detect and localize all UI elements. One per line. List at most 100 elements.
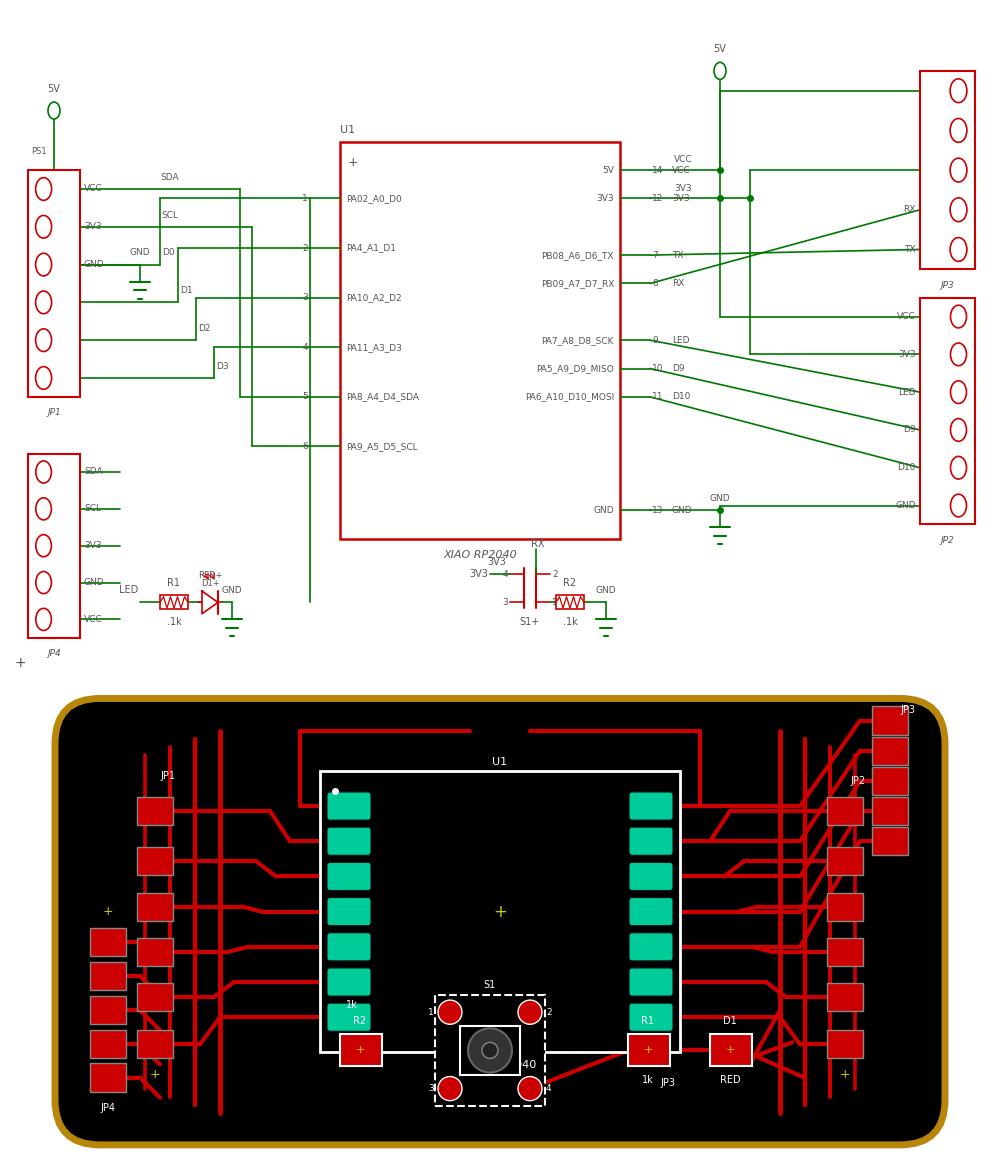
Circle shape [36, 254, 52, 276]
Text: 3V3: 3V3 [487, 557, 506, 566]
Text: SCL: SCL [84, 505, 101, 513]
FancyBboxPatch shape [327, 933, 371, 961]
Text: PA11_A3_D3: PA11_A3_D3 [346, 343, 402, 351]
Text: D10: D10 [672, 392, 690, 401]
Bar [137, 1030, 173, 1058]
Text: 1: 1 [552, 598, 558, 607]
Text: S1: S1 [484, 980, 496, 990]
Circle shape [468, 1028, 512, 1072]
Text: PB08_A6_D6_TX: PB08_A6_D6_TX [542, 251, 614, 259]
Text: 3V3: 3V3 [672, 194, 690, 202]
Text: 5: 5 [302, 392, 308, 401]
Bar [90, 996, 126, 1025]
Circle shape [482, 1042, 498, 1058]
Bar [628, 1034, 670, 1066]
FancyBboxPatch shape [629, 933, 673, 961]
Text: 5V: 5V [714, 44, 726, 53]
Text: JP4: JP4 [47, 649, 61, 658]
Text: 3: 3 [41, 298, 46, 307]
Bar [920, 298, 975, 525]
FancyBboxPatch shape [629, 968, 673, 996]
Bar [872, 736, 908, 765]
Circle shape [950, 198, 967, 222]
Text: 2: 2 [41, 578, 46, 587]
Circle shape [36, 461, 51, 483]
Text: 5: 5 [41, 222, 46, 231]
Bar [160, 595, 188, 609]
Bar [137, 983, 173, 1011]
Bar [90, 1063, 126, 1092]
Text: 2: 2 [956, 206, 961, 214]
Text: S1+: S1+ [520, 616, 540, 627]
Bar [28, 454, 80, 637]
Bar [90, 928, 126, 956]
Text: 2: 2 [41, 336, 46, 344]
Bar [137, 797, 173, 826]
Text: GND: GND [672, 506, 693, 515]
Text: 4: 4 [41, 261, 46, 269]
Text: 3: 3 [502, 598, 508, 607]
Bar [435, 996, 545, 1106]
Text: 3: 3 [956, 165, 961, 174]
Text: RX: RX [904, 206, 916, 214]
Bar [340, 142, 620, 538]
Text: LED: LED [672, 336, 690, 344]
FancyBboxPatch shape [55, 699, 945, 1144]
Circle shape [950, 419, 966, 441]
Text: GND: GND [84, 261, 105, 269]
Text: U1: U1 [340, 124, 355, 135]
Text: PA02_A0_D0: PA02_A0_D0 [346, 194, 402, 202]
Text: RED+: RED+ [198, 571, 222, 579]
Circle shape [950, 79, 967, 102]
Text: 6: 6 [302, 442, 308, 451]
Text: PS1: PS1 [31, 147, 47, 156]
Bar [90, 962, 126, 990]
Bar [827, 797, 863, 826]
Bar [827, 937, 863, 966]
Bar [556, 595, 584, 609]
Text: XIAO RP2040: XIAO RP2040 [443, 550, 517, 559]
Text: PA10_A2_D2: PA10_A2_D2 [346, 293, 402, 302]
FancyBboxPatch shape [629, 862, 673, 891]
Text: 2: 2 [302, 243, 308, 252]
Text: RED: RED [720, 1075, 740, 1085]
Bar [827, 1030, 863, 1058]
Text: 4: 4 [41, 505, 46, 513]
Text: JP2: JP2 [850, 776, 865, 786]
Text: 6: 6 [41, 185, 46, 193]
Text: D3: D3 [216, 362, 229, 371]
Text: GND: GND [593, 506, 614, 515]
Text: VCC: VCC [84, 185, 103, 193]
Text: PA4_A1_D1: PA4_A1_D1 [346, 243, 396, 252]
Circle shape [36, 291, 52, 314]
Circle shape [438, 1000, 462, 1025]
Text: 3: 3 [956, 426, 961, 435]
Text: 1: 1 [41, 615, 46, 623]
Text: 4: 4 [956, 126, 961, 135]
Circle shape [950, 343, 966, 365]
Text: SDA: SDA [84, 468, 103, 477]
Text: PA9_A5_D5_SCL: PA9_A5_D5_SCL [346, 442, 418, 451]
Text: JP4: JP4 [100, 1103, 116, 1113]
Text: 1: 1 [956, 501, 961, 511]
Text: PA6_A10_D10_MOSI: PA6_A10_D10_MOSI [525, 392, 614, 401]
Text: R2: R2 [563, 578, 577, 588]
Bar [827, 892, 863, 921]
Text: 5: 5 [956, 86, 961, 95]
FancyBboxPatch shape [629, 898, 673, 926]
Text: 2: 2 [956, 463, 961, 472]
Text: 1: 1 [428, 1007, 434, 1016]
Text: GND: GND [130, 249, 150, 257]
Text: 14: 14 [652, 165, 663, 174]
Bar [872, 766, 908, 795]
Text: GND: GND [596, 586, 616, 595]
Circle shape [950, 237, 967, 262]
Text: +: + [348, 156, 359, 169]
Text: D1: D1 [180, 286, 193, 295]
Text: JP1: JP1 [160, 771, 175, 780]
Bar [90, 1030, 126, 1058]
Text: 3V3: 3V3 [84, 222, 102, 231]
Text: 1: 1 [956, 245, 961, 254]
Text: XIAO RP2040: XIAO RP2040 [463, 1061, 537, 1070]
Text: PA7_A8_D8_SCK: PA7_A8_D8_SCK [542, 336, 614, 344]
